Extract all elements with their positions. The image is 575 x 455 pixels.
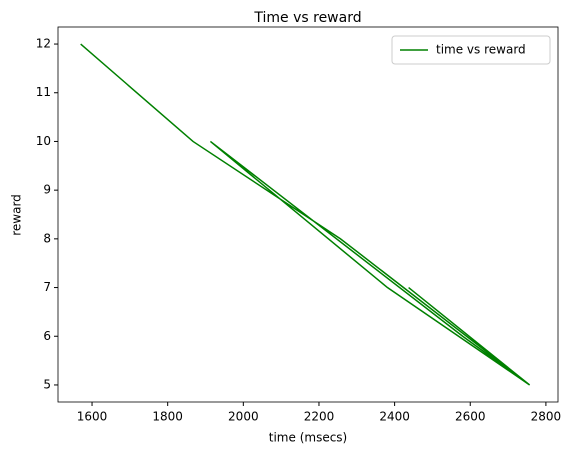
x-tick-label: 2800 [531, 410, 562, 424]
y-axis-label: reward [10, 194, 24, 236]
x-tick-label: 2000 [228, 410, 259, 424]
x-axis-label: time (msecs) [269, 431, 347, 445]
x-tick-label: 2600 [455, 410, 486, 424]
y-tick-label: 10 [36, 134, 51, 148]
y-tick-label: 5 [43, 377, 51, 391]
legend-box [391, 35, 551, 65]
y-tick-label: 9 [43, 183, 51, 197]
y-tick-label: 6 [43, 329, 51, 343]
y-tick-label: 12 [36, 37, 51, 51]
y-tick-label: 11 [36, 85, 51, 99]
x-tick-label: 1600 [77, 410, 108, 424]
x-tick-label: 1800 [152, 410, 183, 424]
chart-title: Time vs reward [253, 10, 361, 26]
x-tick-label: 2400 [379, 410, 410, 424]
x-tick-label: 2200 [304, 410, 335, 424]
plot-frame [57, 26, 559, 403]
y-tick-label: 8 [43, 231, 51, 245]
legend-label: time vs reward [436, 43, 526, 57]
y-tick-label: 7 [43, 280, 51, 294]
line-series [80, 43, 531, 386]
